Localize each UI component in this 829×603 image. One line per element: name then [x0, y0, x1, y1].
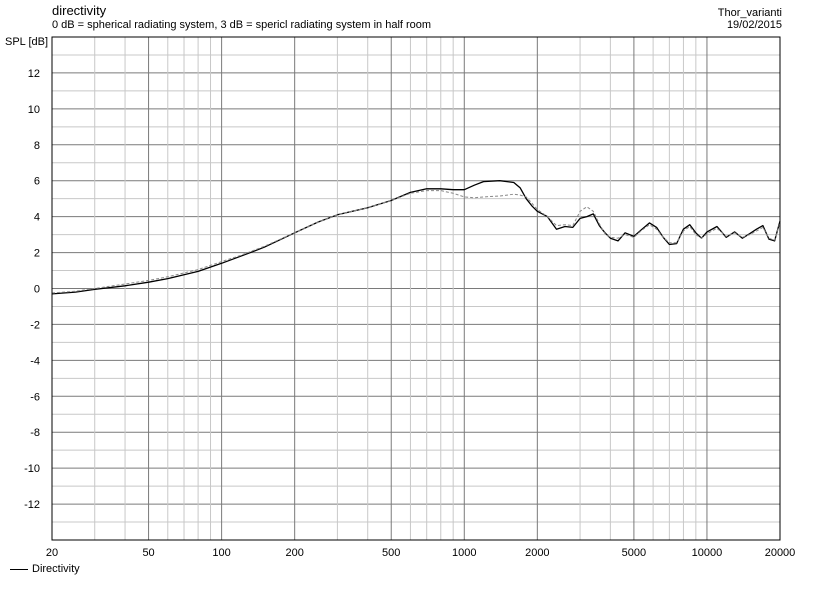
y-tick-label: 4: [34, 212, 40, 224]
x-tick-label: 200: [285, 547, 303, 559]
series-line-directivity: [51, 180, 781, 295]
x-tick-label: 1000: [452, 547, 476, 559]
series-line-dashed: [51, 190, 781, 294]
y-tick-label: -2: [30, 319, 40, 331]
x-tick-label: 5000: [622, 547, 646, 559]
project-name: Thor_varianti: [717, 7, 782, 19]
y-tick-labels: 12 10 8 6 4 2 0 -2 -4 -6 -8 -10 -12: [24, 68, 40, 511]
plot-frame: [51, 36, 781, 541]
chart-date: 19/02/2015: [726, 19, 782, 31]
chart-subtitle: 0 dB = spherical radiating system, 3 dB …: [52, 19, 432, 31]
y-tick-label: 6: [34, 176, 40, 188]
grid: [51, 36, 781, 541]
y-tick-label: 2: [34, 248, 40, 260]
y-tick-label: 8: [34, 140, 40, 152]
series-lines: [51, 180, 781, 295]
y-tick-label: 10: [28, 104, 40, 116]
y-tick-label: -8: [30, 427, 40, 439]
x-tick-label: 500: [382, 547, 400, 559]
x-tick-label: 2000: [525, 547, 549, 559]
x-tick-label: 20: [46, 547, 58, 559]
chart-title: directivity: [52, 3, 107, 18]
x-tick-labels: 20 50 100 200 500 1000 2000 5000 10000 20000: [46, 547, 795, 559]
legend-label-directivity: Directivity: [32, 563, 80, 575]
x-tick-label: 20000: [765, 547, 796, 559]
legend-swatch-directivity: [10, 568, 28, 570]
x-tick-label: 100: [212, 547, 230, 559]
y-tick-label: -10: [24, 463, 40, 475]
y-tick-label: 0: [34, 284, 40, 296]
y-tick-label: -6: [30, 391, 40, 403]
x-tick-label: 10000: [692, 547, 723, 559]
y-tick-label: -12: [24, 499, 40, 511]
y-tick-label: 12: [28, 68, 40, 80]
x-tick-label: 50: [142, 547, 154, 559]
legend: Directivity: [10, 563, 80, 575]
y-axis-label: SPL [dB]: [5, 36, 49, 48]
y-tick-label: -4: [30, 355, 40, 367]
